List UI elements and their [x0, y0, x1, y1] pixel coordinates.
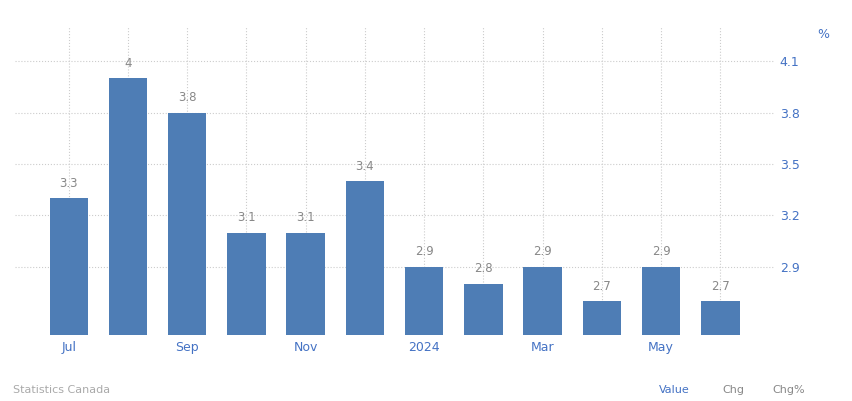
Bar: [108, 79, 147, 335]
Text: 3.4: 3.4: [355, 160, 374, 173]
Text: 2.7: 2.7: [592, 279, 611, 293]
Text: Chg: Chg: [722, 385, 744, 395]
Bar: [227, 233, 266, 335]
Text: 2.9: 2.9: [651, 245, 670, 258]
Bar: [582, 301, 620, 335]
Text: Statistics Canada: Statistics Canada: [13, 385, 110, 395]
Text: 2.8: 2.8: [474, 262, 492, 275]
Text: 3.8: 3.8: [178, 91, 196, 104]
Text: 3.1: 3.1: [237, 211, 256, 224]
Bar: [405, 267, 443, 335]
Bar: [463, 284, 502, 335]
Bar: [700, 301, 739, 335]
Bar: [286, 233, 325, 335]
Text: 3.3: 3.3: [60, 177, 78, 190]
Text: 3.1: 3.1: [296, 211, 314, 224]
Text: 2.7: 2.7: [711, 279, 729, 293]
Text: 2.9: 2.9: [414, 245, 433, 258]
Bar: [523, 267, 561, 335]
Bar: [49, 198, 88, 335]
Text: Chg%: Chg%: [772, 385, 804, 395]
Bar: [168, 113, 206, 335]
Bar: [345, 181, 383, 335]
Text: %: %: [816, 28, 828, 41]
Bar: [642, 267, 680, 335]
Text: 2.9: 2.9: [532, 245, 551, 258]
Text: 4: 4: [124, 57, 131, 70]
Text: Value: Value: [659, 385, 689, 395]
